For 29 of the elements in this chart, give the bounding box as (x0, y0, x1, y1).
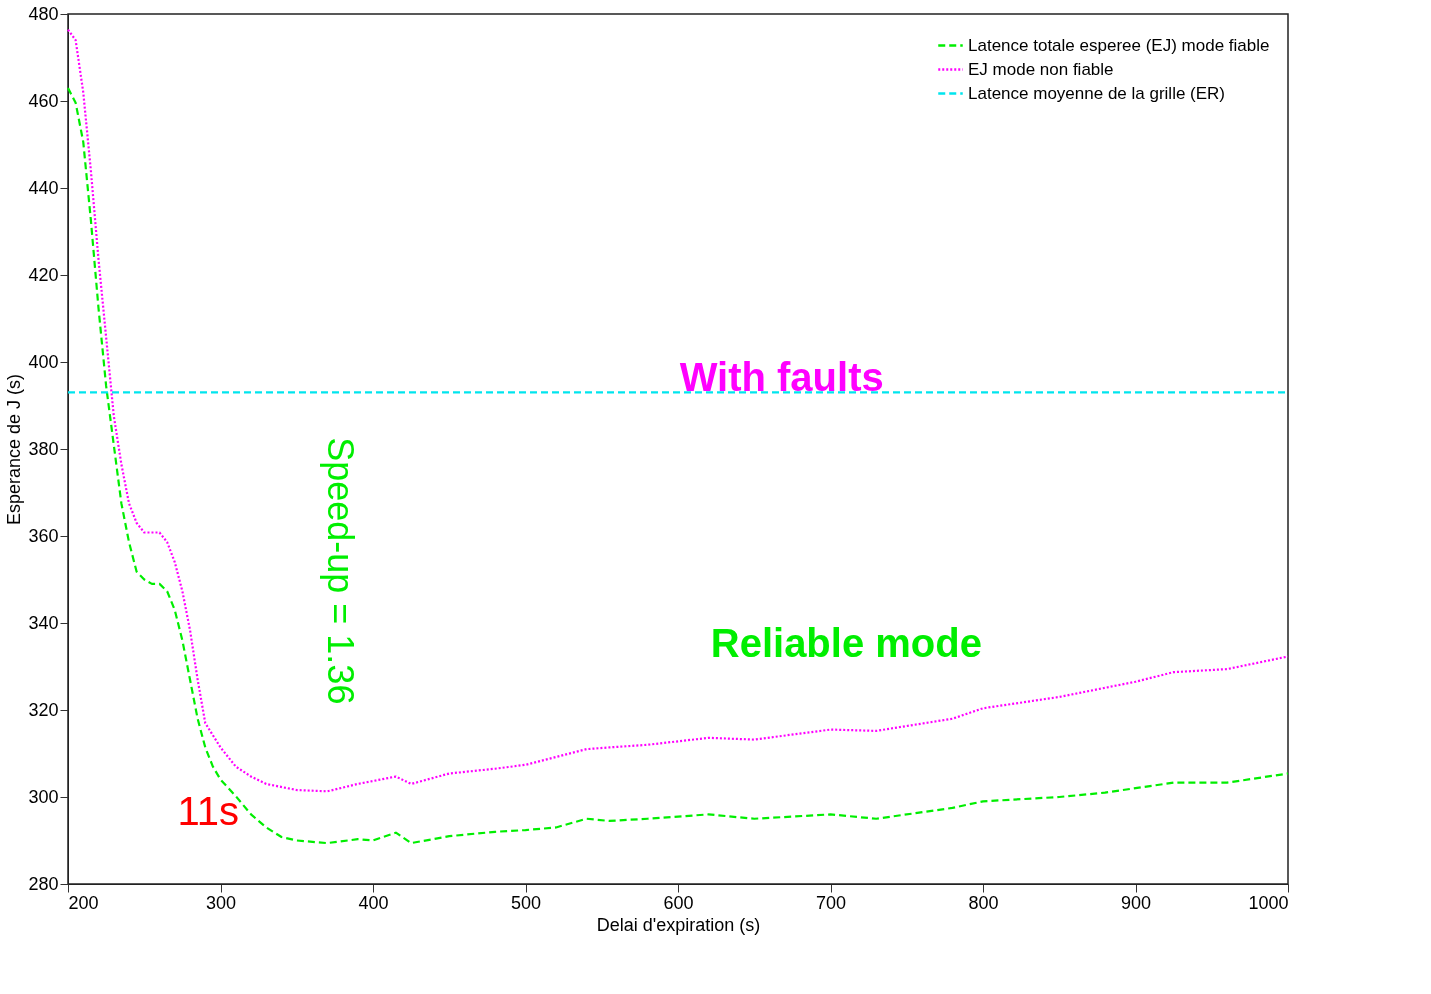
x-tick-label: 700 (815, 892, 847, 913)
y-tick-label: 480 (28, 3, 59, 24)
y-tick-label: 280 (28, 873, 59, 894)
annotation: With faults (679, 355, 884, 400)
x-tick-label: 800 (968, 892, 999, 913)
y-tick-label: 400 (28, 351, 59, 372)
y-tick-label: 320 (28, 699, 59, 720)
annotation: 11s (177, 788, 240, 833)
legend-label: Latence moyenne de la grille (ER) (968, 83, 1226, 103)
y-tick-label: 360 (28, 525, 59, 546)
y-tick-label: 440 (28, 177, 59, 198)
x-tick-label: 200 (68, 892, 99, 913)
y-tick-label: 420 (28, 264, 59, 285)
y-tick-label: 340 (28, 612, 59, 633)
y-tick-label: 460 (28, 90, 59, 111)
annotation: Speed-up = 1.36 (319, 437, 361, 705)
annotation: Reliable mode (710, 620, 982, 665)
x-tick-label: 1000 (1248, 892, 1289, 913)
x-tick-label: 900 (1120, 892, 1152, 913)
x-axis-title: Delai d'expiration (s) (596, 914, 761, 935)
x-tick-label: 500 (510, 892, 542, 913)
legend-label: EJ mode non fiable (968, 59, 1114, 79)
x-tick-label: 300 (205, 892, 237, 913)
legend-label: Latence totale esperee (EJ) mode fiable (968, 35, 1270, 55)
x-tick-label: 600 (663, 892, 694, 913)
x-tick-label: 400 (358, 892, 389, 913)
y-tick-label: 380 (28, 438, 59, 459)
y-axis-title: Esperance de J (s) (4, 373, 25, 526)
y-tick-label: 300 (28, 786, 59, 807)
